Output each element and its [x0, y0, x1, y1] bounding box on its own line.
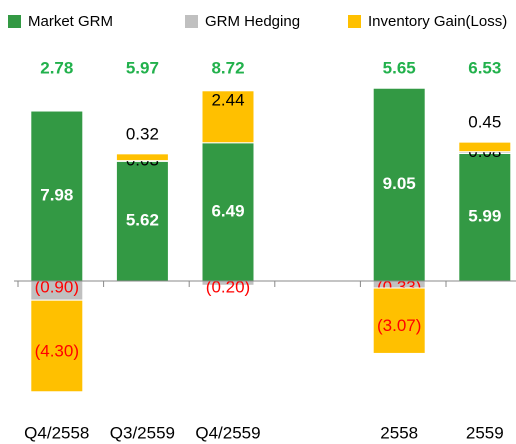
x-tick-label: Q4/2559	[195, 423, 260, 442]
data-label: 2.44	[211, 90, 244, 109]
data-label: 5.62	[126, 211, 159, 230]
bar-segment	[115, 160, 169, 282]
bar-segment	[30, 110, 84, 282]
data-label: (0.90)	[35, 277, 79, 296]
legend-label: GRM Hedging	[205, 13, 300, 30]
legend-label: Inventory Gain(Loss)	[368, 13, 507, 30]
total-label: 6.53	[468, 58, 501, 77]
legend-label: Market GRM	[28, 13, 113, 30]
legend-swatch	[185, 15, 198, 28]
data-label: 9.05	[383, 174, 416, 193]
x-tick-label: 2559	[466, 423, 504, 442]
total-label: 5.97	[126, 58, 159, 77]
data-label: 7.98	[40, 185, 73, 204]
x-tick-label: Q4/2558	[24, 423, 89, 442]
bar-segment	[201, 142, 255, 282]
data-label: (0.20)	[206, 277, 250, 296]
bar-segment	[201, 90, 255, 144]
data-label: 0.45	[468, 113, 501, 132]
bar-segment	[30, 299, 84, 393]
bar-segment	[115, 153, 169, 162]
data-label: (3.07)	[377, 316, 421, 335]
data-label: (4.30)	[35, 341, 79, 360]
bar-segment	[372, 87, 426, 282]
total-label: 8.72	[211, 58, 244, 77]
legend-swatch	[8, 15, 21, 28]
x-tick-label: 2558	[380, 423, 418, 442]
data-label: 0.32	[126, 124, 159, 143]
bar-segment	[458, 141, 512, 153]
data-label: 5.99	[468, 207, 501, 226]
total-label: 2.78	[40, 58, 73, 77]
legend-swatch	[348, 15, 361, 28]
data-label: 6.49	[211, 201, 244, 220]
total-label: 5.65	[383, 58, 416, 77]
x-tick-label: Q3/2559	[110, 423, 175, 442]
bar-segment	[372, 287, 426, 354]
